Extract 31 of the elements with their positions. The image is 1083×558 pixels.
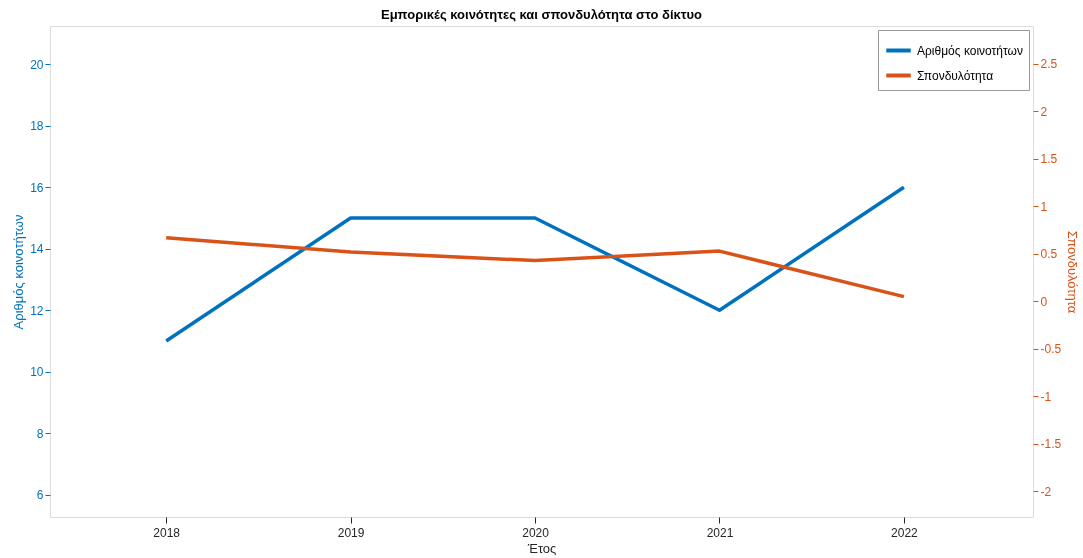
y2-tick-label: 1 <box>1040 199 1048 214</box>
line-series <box>164 236 906 299</box>
y-tick-label: 18 <box>30 119 44 134</box>
x-tick-label: 2021 <box>706 525 734 540</box>
x-tick-label: 2022 <box>891 525 919 540</box>
y2-axis-title: Σπονδυλότητα <box>1065 230 1081 314</box>
y-tick-label: 6 <box>36 488 44 503</box>
line-series <box>164 185 906 343</box>
y2-tick-label: -1.5 <box>1040 437 1062 452</box>
y2-tick-label: 2.5 <box>1040 57 1058 72</box>
legend-label: Σπονδυλότητα <box>917 68 994 83</box>
y-tick-label: 10 <box>30 365 44 380</box>
y-tick-label: 12 <box>30 303 44 318</box>
y-tick-label: 14 <box>30 242 44 257</box>
y-tick-label: 20 <box>30 57 44 72</box>
x-axis-title: Έτος <box>526 540 557 556</box>
x-tick-label: 2018 <box>153 525 181 540</box>
y2-tick-label: 2 <box>1040 104 1048 119</box>
y2-tick-label: 1.5 <box>1040 152 1058 167</box>
y2-tick-label: -1 <box>1040 389 1052 404</box>
x-tick-label: 2019 <box>337 525 365 540</box>
y-axis-title: Αριθμός κοινοτήτων <box>11 214 27 330</box>
y2-tick-label: 0.5 <box>1040 247 1058 262</box>
legend-label: Αριθμός κοινοτήτων <box>917 43 1023 58</box>
y2-tick-label: -0.5 <box>1040 342 1062 357</box>
y-tick-label: 8 <box>36 426 44 441</box>
x-tick-label: 2020 <box>522 525 550 540</box>
chart-title: Εμπορικές κοινότητες και σπονδυλότητα στο δίκτυο <box>380 7 703 22</box>
y2-tick-label: -2 <box>1040 484 1052 499</box>
y2-tick-label: 0 <box>1040 294 1048 309</box>
y-tick-label: 16 <box>30 180 44 195</box>
